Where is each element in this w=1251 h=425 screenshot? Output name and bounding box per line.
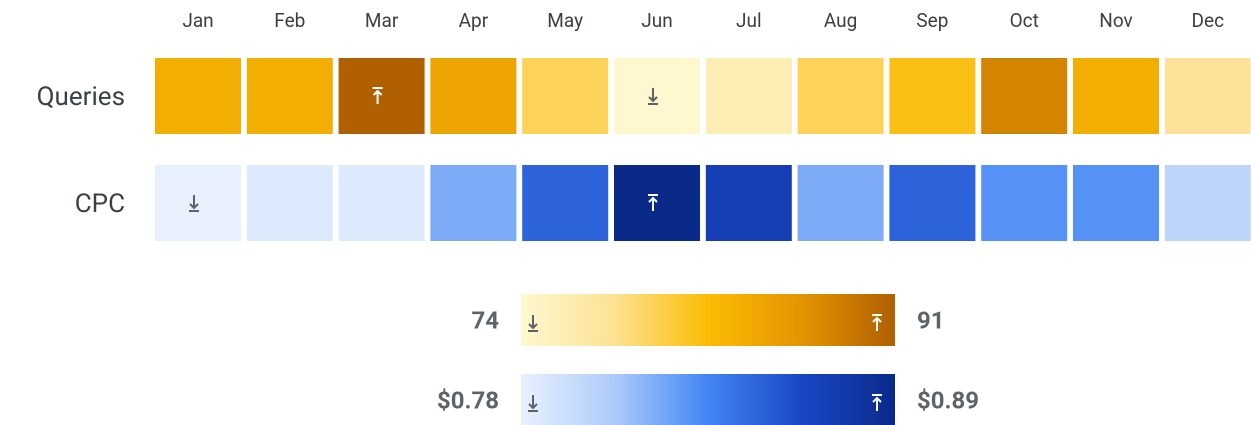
legend-label: $0.78 — [437, 386, 499, 414]
heat-cell — [797, 58, 884, 134]
legend-label: 74 — [471, 306, 499, 334]
heat-cell — [981, 58, 1068, 134]
row-label: Queries — [37, 82, 125, 112]
legend-label: $0.89 — [917, 386, 979, 414]
arrow-icon — [648, 194, 658, 211]
heat-cell — [155, 165, 241, 241]
row-label: CPC — [75, 189, 125, 219]
heat-cell — [1164, 165, 1251, 241]
month-label: Jun — [641, 9, 672, 32]
heat-cell — [981, 165, 1068, 241]
month-label: Nov — [1099, 9, 1132, 32]
month-label: May — [547, 9, 583, 32]
month-label: Jan — [182, 9, 213, 32]
month-label: Dec — [1192, 9, 1225, 32]
heat-cell — [1073, 165, 1159, 241]
heat-cell — [246, 58, 333, 134]
heat-cell — [430, 165, 517, 241]
heat-cell — [1073, 58, 1159, 134]
arrow-icon — [872, 394, 882, 411]
heat-cell — [705, 165, 792, 241]
legend-label: 91 — [917, 306, 945, 334]
month-label: Sep — [916, 9, 948, 32]
legend-gradient — [521, 294, 895, 346]
heat-cell — [522, 165, 609, 241]
month-label: Aug — [824, 9, 857, 32]
heat-cell — [614, 165, 700, 241]
month-label: Oct — [1010, 9, 1039, 32]
month-label: Jul — [736, 9, 762, 32]
heat-cell — [246, 165, 333, 241]
month-label: Mar — [365, 9, 399, 32]
month-label: Apr — [459, 9, 489, 32]
arrow-icon — [189, 195, 199, 212]
heat-cell — [338, 58, 425, 134]
heat-cell — [797, 165, 884, 241]
heat-cell — [430, 58, 517, 134]
legend-gradient — [521, 374, 895, 425]
heat-cell — [705, 58, 792, 134]
heat-cell — [338, 165, 425, 241]
arrow-icon — [872, 314, 882, 331]
arrow-icon — [372, 87, 383, 104]
heat-cell — [889, 165, 976, 241]
heat-cell — [522, 58, 609, 134]
month-label: Feb — [274, 9, 305, 32]
arrow-icon — [648, 88, 658, 105]
heat-cell — [1164, 58, 1251, 134]
heat-cell — [614, 58, 700, 134]
heat-cell — [889, 58, 976, 134]
arrow-icon — [528, 395, 538, 412]
heat-cell — [155, 58, 241, 134]
arrow-icon — [528, 315, 538, 332]
